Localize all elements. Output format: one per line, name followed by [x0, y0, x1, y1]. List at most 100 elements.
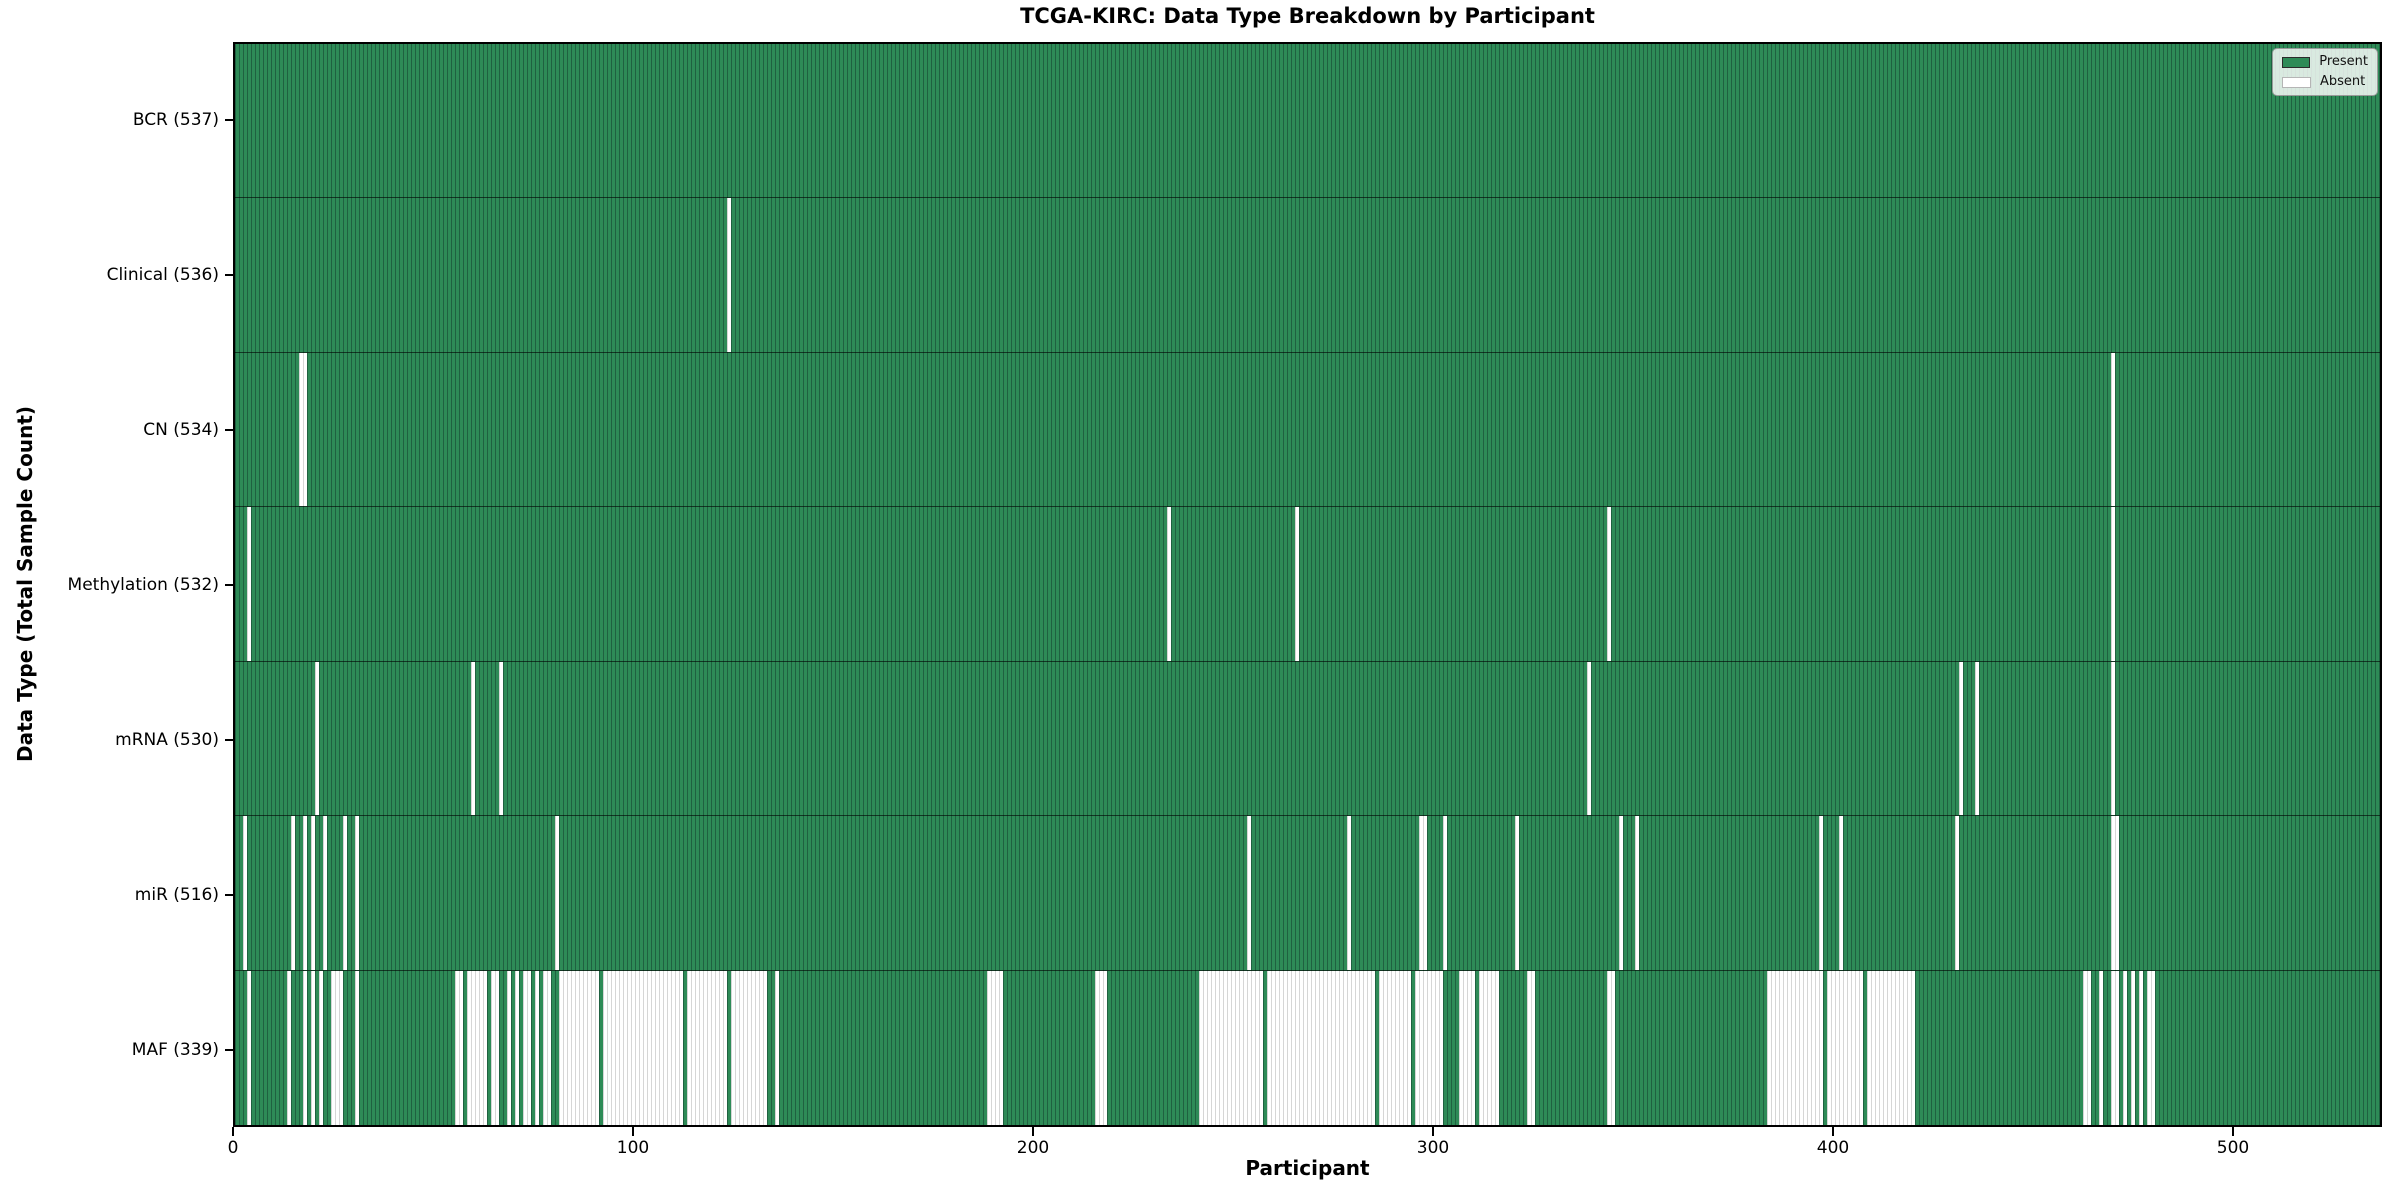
absent-stripe [323, 816, 327, 970]
y-tick-mark [225, 273, 233, 276]
absent-stripe [1635, 816, 1639, 970]
absent-stripe [455, 970, 463, 1125]
absent-stripe [315, 661, 319, 816]
absent-stripe [2111, 352, 2115, 507]
absent-stripe [2099, 970, 2103, 1125]
absent-stripe [1975, 661, 1979, 816]
absent-stripe [1095, 970, 1107, 1125]
absent-stripe [1619, 816, 1623, 970]
absent-stripe [2111, 507, 2115, 661]
absent-stripe [515, 970, 519, 1125]
absent-stripe [535, 970, 539, 1125]
absent-stripe [543, 970, 551, 1125]
absent-stripe [2123, 970, 2127, 1125]
y-tick-label-BCR: BCR (537) [132, 109, 219, 130]
absent-stripe [1527, 970, 1535, 1125]
absent-stripe [287, 970, 291, 1125]
absent-stripe [2139, 970, 2143, 1125]
row-Methylation [235, 507, 2380, 662]
y-tick-mark [225, 893, 233, 896]
absent-stripe [491, 970, 499, 1125]
absent-stripe [355, 816, 359, 970]
legend-item-present: Present [2282, 55, 2368, 69]
x-axis-label: Participant [1245, 1156, 1370, 1180]
absent-stripe [247, 970, 251, 1125]
y-tick-mark [225, 1048, 233, 1051]
absent-stripe [247, 507, 251, 661]
absent-stripe [1419, 816, 1427, 970]
absent-stripe [1167, 507, 1171, 661]
legend-swatch-present [2282, 56, 2311, 68]
absent-stripe [1955, 816, 1959, 970]
absent-stripe [2131, 970, 2135, 1125]
legend-label-present: Present [2319, 54, 2368, 69]
x-tick-label-300: 300 [1416, 1138, 1450, 1158]
x-tick-mark [1832, 1127, 1834, 1136]
absent-stripe [987, 970, 1003, 1125]
absent-stripe [727, 198, 731, 352]
legend-item-absent: Absent [2282, 75, 2368, 89]
absent-stripe [507, 970, 511, 1125]
row-miR [235, 816, 2380, 971]
absent-stripe [687, 970, 727, 1125]
y-tick-mark [225, 118, 233, 121]
x-tick-label-400: 400 [1816, 1138, 1850, 1158]
x-tick-mark [1432, 1127, 1434, 1136]
plot-area [233, 42, 2382, 1127]
absent-stripe [467, 970, 487, 1125]
absent-stripe [303, 816, 307, 970]
y-tick-mark [225, 583, 233, 586]
absent-stripe [1607, 507, 1611, 661]
absent-stripe [2111, 816, 2119, 970]
absent-stripe [1443, 816, 1447, 970]
x-tick-label-500: 500 [2216, 1138, 2250, 1158]
x-tick-mark [232, 1127, 234, 1136]
absent-stripe [243, 816, 247, 970]
absent-stripe [1379, 970, 1411, 1125]
y-tick-label-miR: miR (516) [134, 884, 219, 905]
absent-stripe [303, 970, 307, 1125]
absent-stripe [319, 970, 323, 1125]
absent-stripe [1827, 970, 1863, 1125]
legend: Present Absent [2272, 48, 2378, 96]
legend-label-absent: Absent [2320, 74, 2366, 89]
y-tick-label-Methylation: Methylation (532) [67, 574, 219, 595]
row-BCR [235, 44, 2380, 199]
x-tick-mark [632, 1127, 634, 1136]
row-mRNA [235, 661, 2380, 817]
absent-stripe [1515, 816, 1519, 970]
absent-stripe [523, 970, 531, 1125]
absent-stripe [1415, 970, 1443, 1125]
absent-stripe [775, 970, 779, 1125]
absent-stripe [1839, 816, 1843, 970]
absent-stripe [1247, 816, 1251, 970]
chart-title: TCGA-KIRC: Data Type Breakdown by Partic… [1020, 4, 1595, 28]
x-tick-mark [2232, 1127, 2234, 1136]
row-MAF [235, 970, 2380, 1125]
absent-stripe [471, 661, 475, 816]
row-Clinical [235, 198, 2380, 353]
legend-swatch-absent [2282, 76, 2311, 88]
absent-stripe [499, 661, 503, 816]
absent-stripe [2083, 970, 2091, 1125]
y-tick-label-MAF: MAF (339) [131, 1039, 219, 1060]
absent-stripe [1959, 661, 1963, 816]
absent-stripe [299, 352, 307, 507]
absent-stripe [2147, 970, 2155, 1125]
y-tick-mark [225, 428, 233, 431]
absent-stripe [1607, 970, 1615, 1125]
absent-stripe [311, 816, 315, 970]
absent-stripe [291, 816, 295, 970]
absent-stripe [2111, 661, 2115, 816]
absent-stripe [1867, 970, 1915, 1125]
y-tick-label-mRNA: mRNA (530) [115, 729, 219, 750]
x-tick-mark [1032, 1127, 1034, 1136]
absent-stripe [1479, 970, 1499, 1125]
absent-stripe [1587, 661, 1591, 816]
row-CN [235, 352, 2380, 508]
y-tick-label-Clinical: Clinical (536) [106, 264, 219, 285]
absent-stripe [2111, 970, 2119, 1125]
absent-stripe [331, 970, 343, 1125]
y-tick-mark [225, 738, 233, 741]
